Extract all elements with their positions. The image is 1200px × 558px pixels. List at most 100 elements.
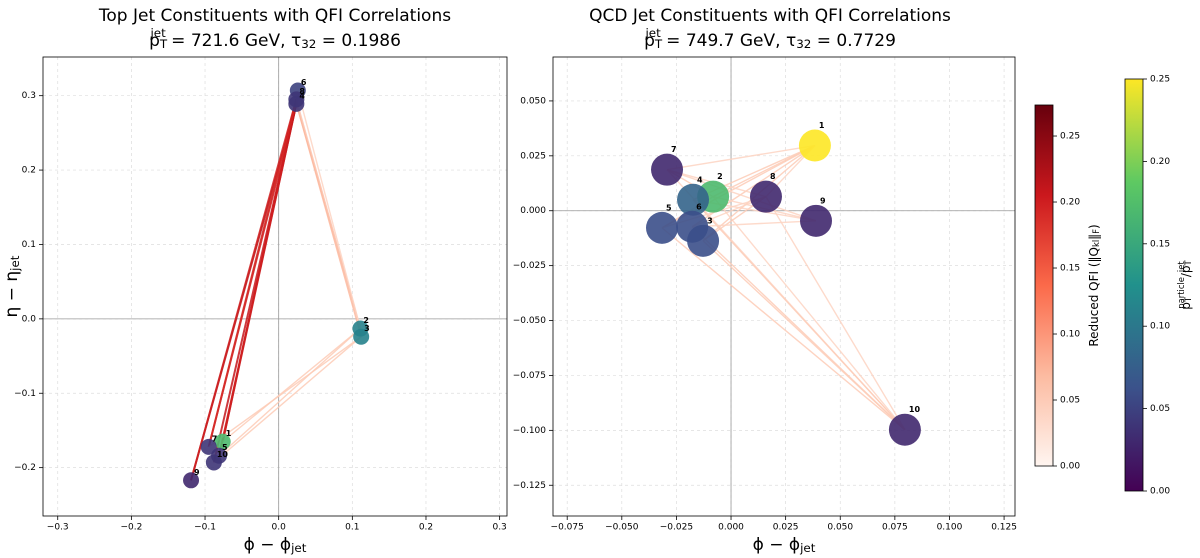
label-part: ϕ − ϕ — [753, 535, 800, 555]
plot-frame — [552, 56, 1016, 517]
qfi-edge — [666, 144, 816, 171]
particle-label: 8 — [770, 172, 776, 181]
chart-title: QCD Jet Constituents with QFI Correlatio… — [589, 6, 951, 26]
particle — [214, 433, 231, 450]
y-tick-label: −0.025 — [513, 261, 546, 271]
colorbar-tick-label: 0.15 — [1150, 239, 1170, 249]
chart-title: Top Jet Constituents with QFI Correlatio… — [98, 6, 451, 26]
label-part: particle — [1176, 277, 1186, 309]
label-part: T — [1183, 296, 1193, 303]
x-tick-label: 0.050 — [827, 523, 853, 533]
colorbar-tick-label: 0.10 — [1150, 322, 1170, 332]
particle — [749, 180, 782, 213]
colorbar-tick-label: 0.15 — [1060, 264, 1080, 274]
y-tick-label: −0.125 — [513, 481, 546, 491]
particle-label: 10 — [217, 450, 229, 459]
colorbar-tick-label: 0.20 — [1060, 198, 1080, 208]
y-tick-label: 0.025 — [520, 151, 546, 161]
label-part: jet — [290, 541, 307, 555]
qfi-edge — [712, 196, 906, 431]
label-part: jet — [799, 541, 816, 555]
qfi-edge — [765, 196, 906, 431]
particle — [353, 328, 370, 345]
y-tick-label: 0.3 — [22, 91, 36, 101]
qfi-edge — [208, 336, 362, 448]
particle — [288, 91, 305, 108]
label-part: T — [1183, 259, 1193, 266]
y-tick-label: −0.1 — [14, 389, 36, 399]
particle-label: 1 — [819, 121, 825, 130]
colorbar-tick-label: 0.25 — [1150, 75, 1170, 85]
chart-subtitle: pTjet = 749.7 GeV, τ32 = 0.7729 — [644, 26, 896, 51]
particle — [205, 454, 222, 471]
label-part: ) — [1087, 224, 1101, 229]
qfi-edge — [295, 103, 362, 337]
qfi-edge — [297, 90, 362, 329]
y-tick-label: 0.0 — [22, 314, 37, 324]
label-part: τ — [291, 31, 301, 51]
label-part: F — [1091, 229, 1101, 234]
y-tick-label: 0.000 — [520, 206, 546, 216]
x-tick-label: 0.125 — [991, 523, 1017, 533]
x-tick-label: 0.2 — [419, 523, 433, 533]
label-part: = 749.7 GeV, — [661, 31, 786, 51]
label-part: /p — [1179, 265, 1193, 277]
particle — [888, 413, 921, 446]
label-part: jet — [149, 26, 166, 40]
label-part: T — [654, 37, 663, 51]
qfi-edge — [190, 99, 298, 481]
label-part: = 721.6 GeV, — [166, 31, 291, 51]
x-tick-label: 0.1 — [345, 523, 359, 533]
x-tick-label: −0.3 — [47, 523, 69, 533]
qfi-edge — [666, 169, 817, 222]
qfi-edge — [218, 328, 361, 457]
particle-label: 5 — [666, 203, 672, 212]
plot-frame — [42, 56, 508, 517]
particle-label: 1 — [226, 429, 232, 438]
particle-label: 10 — [909, 405, 921, 414]
colorbar-label: Reduced QFI (‖Qkl‖F) — [1087, 224, 1101, 346]
qfi-edge — [692, 220, 817, 228]
particle-label: 9 — [194, 468, 200, 477]
particle-label: 5 — [222, 443, 228, 452]
colorbar-tick-label: 0.05 — [1150, 404, 1170, 414]
chart-subtitle: pTjet = 721.6 GeV, τ32 = 0.1986 — [149, 26, 401, 51]
x-axis-label: ϕ − ϕjet — [244, 535, 307, 555]
label-part: p — [1179, 302, 1193, 310]
particle-label: 4 — [697, 175, 703, 184]
y-tick-label: 0.050 — [520, 96, 546, 106]
particle — [200, 438, 217, 455]
qfi-edge — [213, 336, 362, 463]
x-tick-label: −0.1 — [194, 523, 216, 533]
label-part: η − η — [2, 271, 22, 318]
x-tick-label: 0.3 — [492, 523, 506, 533]
qfi-edge — [207, 99, 298, 448]
x-tick-label: 0.000 — [718, 523, 744, 533]
label-part: = 0.7729 — [811, 31, 896, 51]
particle-label: 3 — [364, 324, 370, 333]
y-tick-label: −0.075 — [513, 371, 546, 381]
qfi-edge — [221, 99, 298, 442]
x-tick-label: −0.025 — [660, 523, 693, 533]
colorbar-tick-label: 0.25 — [1060, 132, 1080, 142]
particle — [651, 153, 684, 186]
x-axis-label: ϕ − ϕjet — [753, 535, 816, 555]
particle-label: 2 — [363, 316, 369, 325]
particle — [677, 183, 710, 216]
colorbar — [1124, 78, 1144, 492]
colorbar-tick-label: 0.20 — [1150, 157, 1170, 167]
y-tick-label: −0.050 — [513, 316, 547, 326]
y-tick-label: 0.1 — [22, 240, 36, 250]
label-part: p — [644, 31, 655, 51]
y-axis-label: η − ηjet — [2, 255, 22, 317]
particle-label: 4 — [299, 91, 305, 100]
x-tick-label: −0.2 — [120, 523, 142, 533]
colorbar-tick-label: 0.00 — [1150, 487, 1170, 497]
y-tick-label: 0.2 — [22, 166, 36, 176]
particle — [798, 129, 831, 162]
x-tick-label: 0.0 — [272, 523, 287, 533]
label-part: T — [159, 37, 168, 51]
label-part: ϕ − ϕ — [244, 535, 291, 555]
qfi-edge — [692, 199, 906, 431]
colorbar-tick-label: 0.10 — [1060, 330, 1080, 340]
